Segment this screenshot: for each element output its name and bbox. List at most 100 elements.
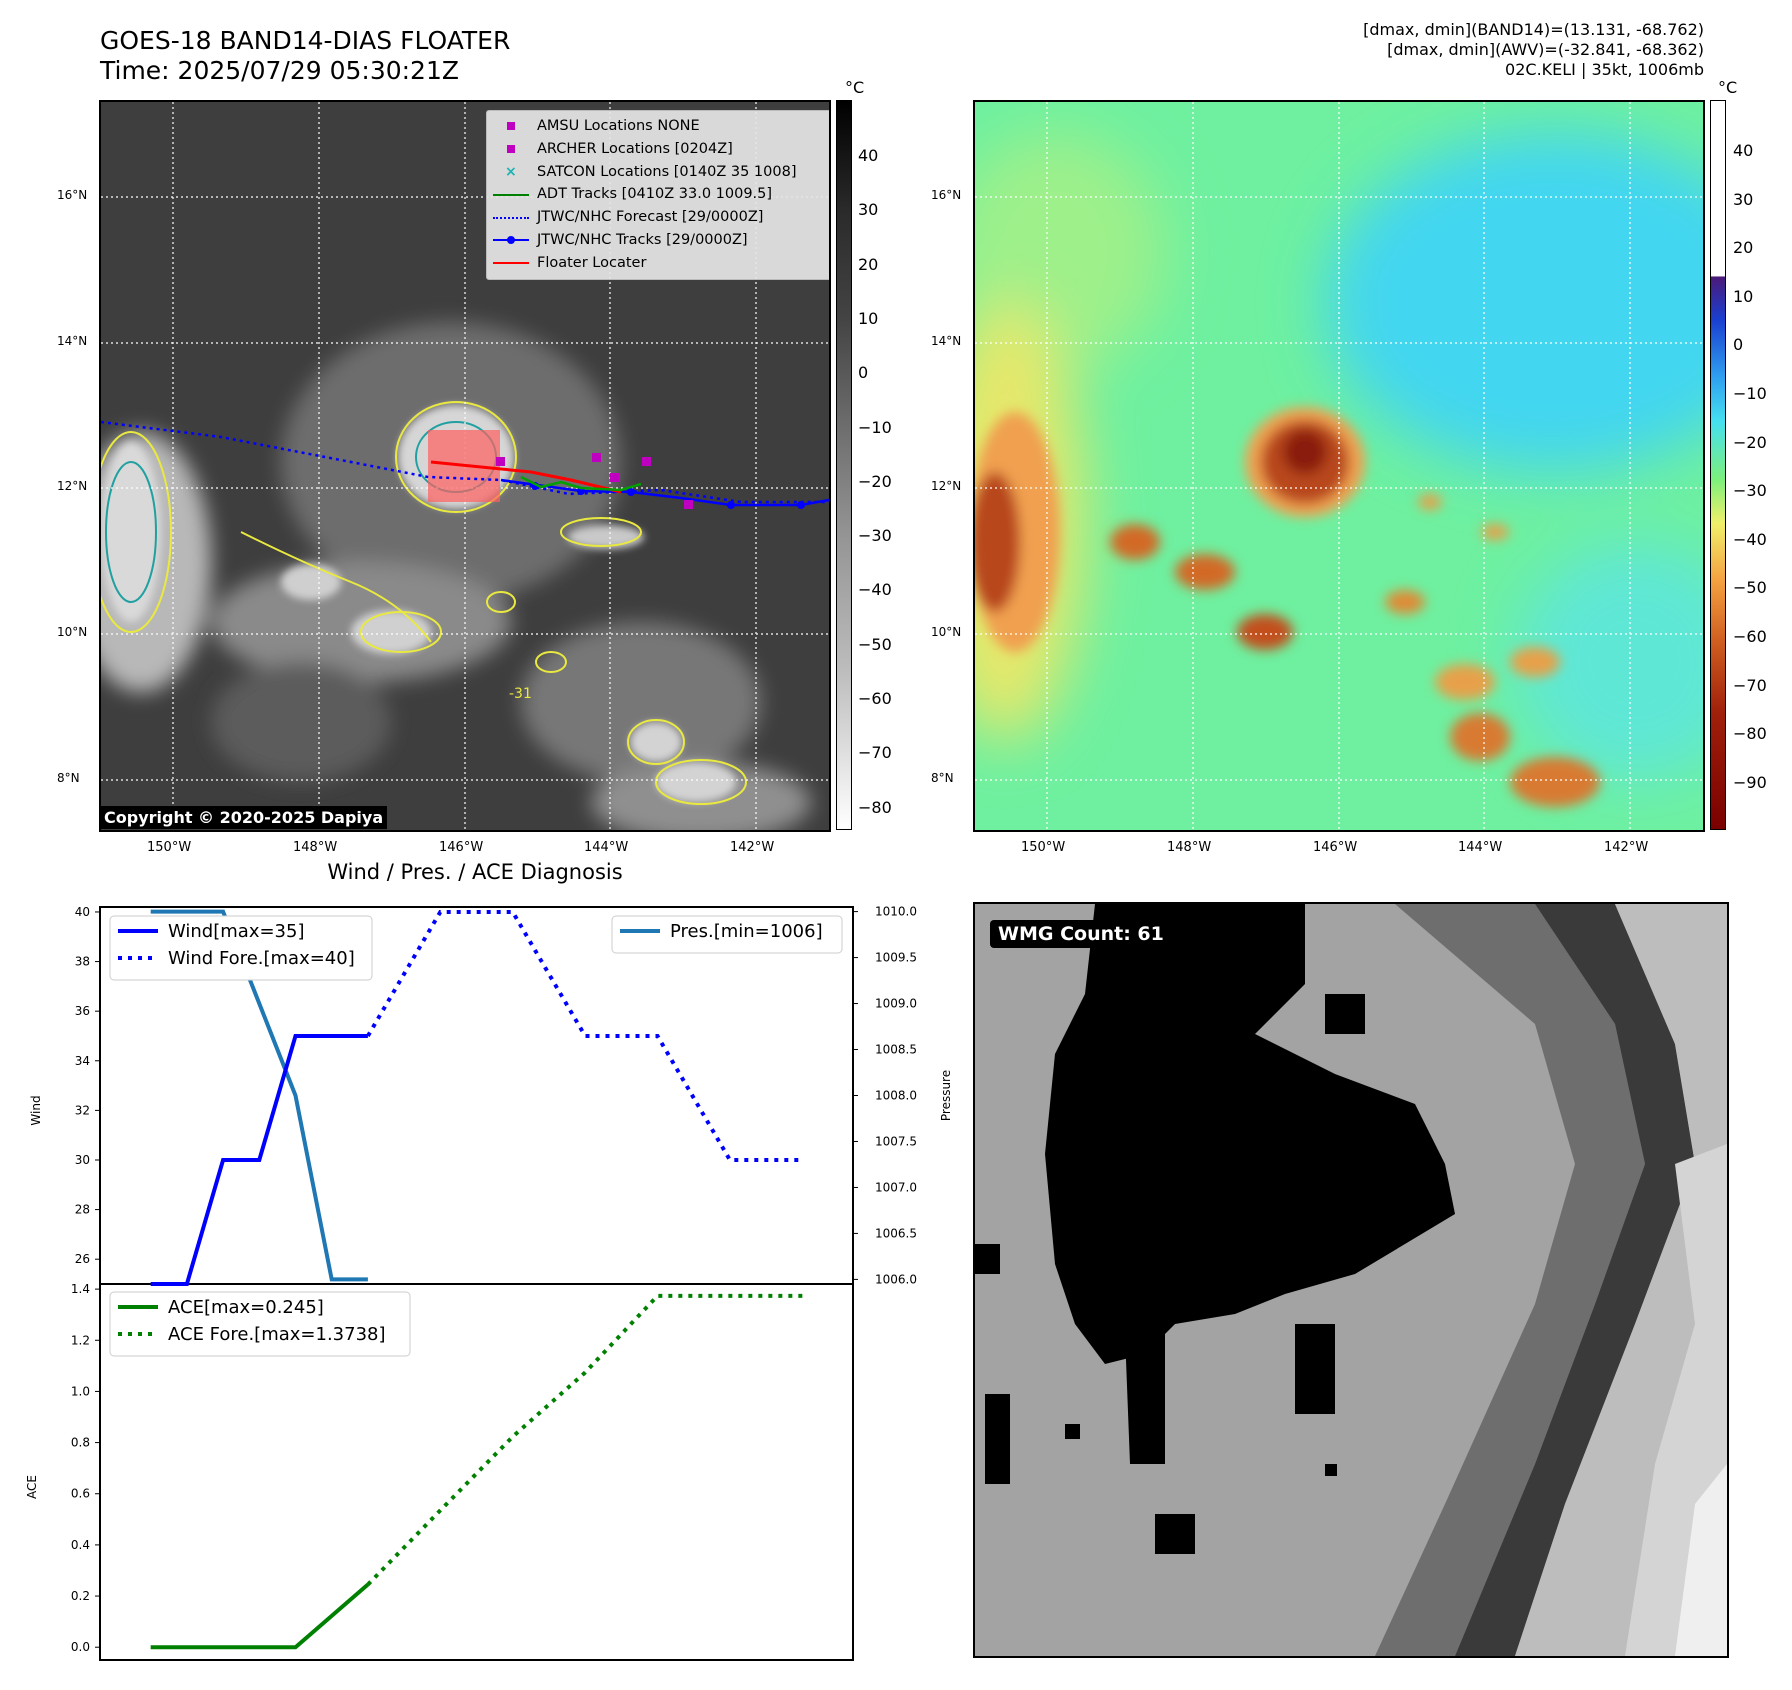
legend-entry: JTWC/NHC Forecast [29/0000Z] [493,206,829,229]
colorbar-tick: −70 [858,743,892,763]
legend-entry: ARCHER Locations [0204Z] [493,138,829,161]
ace-tick-label: 1.2 [71,1333,90,1347]
lat-label: 10°N [57,625,88,639]
wind-pres-ace-chart: 26 28 30 32 34 36 38 40 1006.0 1006.5 1007.0 1007.5… [25,905,953,1661]
figure-title: GOES-18 BAND14-DIAS FLOATER Time: 2025/0… [100,26,510,86]
legend-label: Wind Fore.[max=40] [168,948,355,969]
wv-map-canvas [975,102,1703,830]
legend-marker [493,143,529,155]
title-line-2: Time: 2025/07/29 05:30:21Z [100,56,459,85]
ace-tick-label: 1.4 [71,1282,90,1296]
map-legend: AMSU Locations NONE ARCHER Locations [020… [486,110,829,280]
colorbar-tick: 30 [1733,189,1754,209]
legend-label: JTWC/NHC Forecast [29/0000Z] [537,209,764,226]
legend-entry: ADT Tracks [0410Z 33.0 1009.5] [493,183,829,206]
lon-label: 148°W [293,840,338,855]
legend-label: SATCON Locations [0140Z 35 1008] [537,163,797,180]
ir-colorbar-unit: °C [845,78,865,97]
colorbar-tick: −60 [1733,627,1767,646]
wv-map[interactable] [973,100,1705,832]
ace-tick-label: 0.8 [71,1436,90,1450]
legend-marker [493,234,529,246]
ir-map[interactable]: -31 AMSU Locations NONE ARCHER Locations [99,100,831,832]
legend-entry: Floater Locater [493,252,829,275]
ace-tick-label: 0.4 [71,1538,90,1552]
adt-track [520,475,642,492]
wmg-panel [973,902,1729,1658]
colorbar-tick: −20 [858,471,892,491]
colorbar-tick: 20 [858,254,879,274]
legend-label: Floater Locater [537,254,647,271]
lon-label: 144°W [584,840,629,855]
pressure-axis-label: Pressure [939,1070,953,1121]
colorbar-tick: −10 [1733,384,1767,403]
wind-tick-label: 26 [75,1252,90,1266]
ace-tick-label: 1.0 [71,1384,90,1398]
colorbar-tick: −80 [858,797,892,817]
wind-tick-label: 38 [75,955,90,969]
colorbar-tick: −40 [858,580,892,600]
ace-legend [109,1291,411,1357]
archer-points [496,453,693,509]
colorbar-tick: −90 [1733,772,1767,792]
colorbar-tick: −50 [1733,578,1767,598]
lon-label: 150°W [1021,840,1066,855]
wind-tick-label: 34 [75,1054,90,1068]
wind-tick-label: 32 [75,1103,90,1117]
wind-axis-label: Wind [29,1095,43,1125]
colorbar-tick: −60 [858,689,892,708]
ace-tick-label: 0.0 [71,1640,90,1654]
legend-marker [493,189,529,201]
lat-label: 16°N [931,188,962,202]
ace-forecast-line [366,1293,803,1586]
lon-label: 146°W [439,840,484,855]
wind-forecast-line [366,909,803,1162]
ace-axis-label: ACE [25,1475,39,1499]
wind-legend [109,915,373,981]
ace-tick-label: 0.6 [71,1487,90,1501]
legend-marker [493,120,529,132]
colorbar-tick: 0 [858,363,869,383]
wv-colorbar [1710,100,1726,830]
ace-panel-frame [99,1283,854,1661]
lat-label: 12°N [931,479,962,493]
pressure-tick-label: 1006.5 [875,1226,917,1240]
wind-tick-label: 28 [75,1203,90,1217]
ir-colorbar [836,100,852,830]
legend-label: JTWC/NHC Tracks [29/0000Z] [537,231,748,248]
wind-tick-label: 30 [75,1153,90,1167]
pressure-line [150,909,368,1282]
lon-label: 144°W [1458,840,1503,855]
lat-label: 10°N [931,625,962,639]
colorbar-tick: −10 [858,417,892,437]
legend-marker [493,257,529,269]
legend-entry: × SATCON Locations [0140Z 35 1008] [493,161,829,184]
pressure-tick-label: 1009.0 [875,997,917,1011]
lat-label: 12°N [57,479,88,493]
ir-contours [101,401,747,805]
colorbar-tick: −70 [1733,675,1767,695]
colorbar-tick: −80 [1733,724,1767,744]
floater-track [430,460,622,494]
lon-label: 148°W [1167,840,1212,855]
lon-label: 142°W [1604,840,1649,855]
pressure-tick-label: 1010.0 [875,905,917,919]
colorbar-tick: 20 [1733,238,1754,258]
ir-map-canvas: -31 [101,102,829,830]
ace-tick-label: 0.2 [71,1589,90,1603]
lon-label: 150°W [147,840,192,855]
wind-line [150,1033,368,1286]
pressure-tick-label: 1009.5 [875,951,917,965]
pressure-tick-label: 1008.5 [875,1043,917,1057]
lat-label: 14°N [931,334,962,348]
legend-label: ARCHER Locations [0204Z] [537,140,733,157]
lat-label: 16°N [57,188,88,202]
colorbar-tick: 10 [1733,286,1754,306]
contour-label: -31 [509,686,532,702]
colorbar-tick: 40 [1733,141,1754,160]
legend-label: Wind[max=35] [168,921,305,942]
lat-label: 8°N [931,771,954,785]
title-line-1: GOES-18 BAND14-DIAS FLOATER [100,26,511,55]
wmg-canvas [975,904,1727,1656]
stats-line-3: 02C.KELI | 35kt, 1006mb [1505,60,1704,79]
